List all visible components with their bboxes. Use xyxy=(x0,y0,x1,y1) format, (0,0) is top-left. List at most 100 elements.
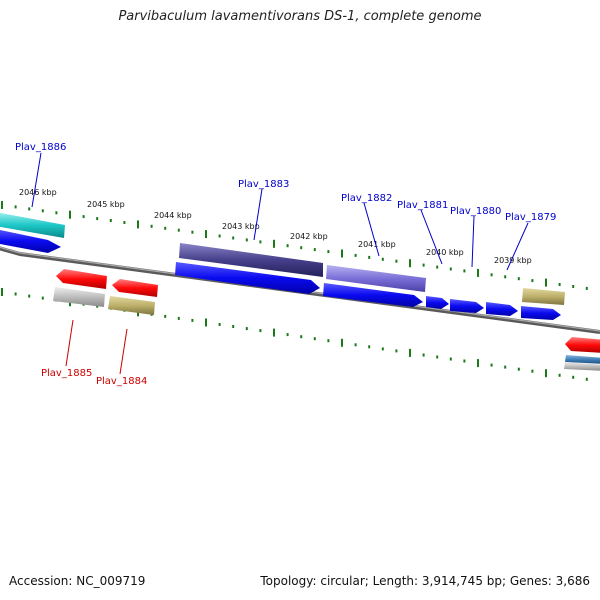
kbp-label-2043: 2043 kbp xyxy=(222,222,260,231)
gene-track-lower xyxy=(53,269,600,371)
lower-tick xyxy=(205,318,207,327)
leader-plav-1883 xyxy=(253,188,263,241)
upper-tick xyxy=(137,220,139,229)
upper-tick xyxy=(164,226,167,230)
gene-plav-1884-body[interactable] xyxy=(108,296,155,315)
gene-olive-right[interactable] xyxy=(522,288,565,305)
lower-tick xyxy=(422,353,425,357)
gene-red-right[interactable] xyxy=(565,337,600,353)
leader-plav-1884 xyxy=(119,328,128,375)
gene-blue-long[interactable] xyxy=(175,262,320,294)
lower-tick xyxy=(191,318,194,322)
lower-tick xyxy=(368,345,371,349)
gene-plav-1886-body[interactable] xyxy=(0,212,65,238)
upper-tick xyxy=(232,236,235,240)
lower-tick xyxy=(1,288,3,296)
upper-tick xyxy=(449,267,452,271)
upper-tick-row xyxy=(1,201,588,290)
kbp-label-2039: 2039 kbp xyxy=(494,256,532,265)
upper-tick xyxy=(96,217,99,221)
upper-tick xyxy=(504,275,507,279)
lower-tick xyxy=(41,296,44,300)
gene-label-plav-1879[interactable]: Plav_1879 xyxy=(505,212,556,223)
lower-tick xyxy=(164,314,167,318)
leader-plav-1880 xyxy=(471,215,475,268)
lower-tick xyxy=(504,365,507,369)
gene-label-plav-1885[interactable]: Plav_1885 xyxy=(41,368,92,379)
leader-plav-1882 xyxy=(363,202,380,257)
lower-tick xyxy=(232,325,235,328)
gene-red-2[interactable] xyxy=(112,279,158,297)
gene-blue-left[interactable] xyxy=(0,229,61,253)
gene-blue-5[interactable] xyxy=(486,302,518,316)
leader-lines xyxy=(31,152,529,375)
kbp-label-2040: 2040 kbp xyxy=(426,248,464,257)
gene-label-plav-1880[interactable]: Plav_1880 xyxy=(450,206,501,217)
upper-tick xyxy=(436,265,439,269)
upper-tick xyxy=(341,249,343,258)
gene-labels: Plav_1886 Plav_1883 Plav_1882 Plav_1881 … xyxy=(15,142,556,387)
upper-tick xyxy=(422,263,425,267)
lower-tick xyxy=(177,316,180,320)
upper-tick xyxy=(300,246,303,250)
gene-plav-1882-body[interactable] xyxy=(326,265,426,292)
gene-track-middle xyxy=(0,229,561,320)
upper-tick xyxy=(191,230,194,234)
gene-plav-1885-body[interactable] xyxy=(53,287,105,307)
gene-label-plav-1881[interactable]: Plav_1881 xyxy=(397,200,448,211)
upper-tick xyxy=(463,269,466,273)
gene-label-plav-1886[interactable]: Plav_1886 xyxy=(15,142,66,153)
lower-tick xyxy=(531,369,534,373)
lower-tick xyxy=(354,343,357,347)
lower-tick xyxy=(28,294,31,298)
lower-tick xyxy=(300,335,303,339)
gene-plav-1883-body[interactable] xyxy=(179,243,323,277)
upper-tick xyxy=(123,221,126,224)
upper-tick xyxy=(109,219,112,222)
gene-red-1[interactable] xyxy=(56,269,107,289)
upper-tick xyxy=(14,205,17,209)
lower-tick xyxy=(490,363,493,367)
leader-plav-1886 xyxy=(31,152,42,208)
upper-tick xyxy=(368,255,371,259)
lower-tick xyxy=(449,357,452,361)
genome-title: Parvibaculum lavamentivorans DS-1, compl… xyxy=(118,9,482,24)
upper-tick xyxy=(205,230,207,239)
lower-tick xyxy=(463,359,466,363)
upper-tick xyxy=(409,259,411,268)
upper-tick xyxy=(572,285,575,288)
gene-label-plav-1882[interactable]: Plav_1882 xyxy=(341,193,392,204)
gene-label-plav-1884[interactable]: Plav_1884 xyxy=(96,376,147,387)
lower-tick xyxy=(327,339,330,343)
lower-tick xyxy=(245,327,248,331)
gene-gray-right[interactable] xyxy=(564,362,600,371)
upper-tick xyxy=(245,238,248,242)
topology-text: Topology: circular; Length: 3,914,745 bp… xyxy=(260,574,590,588)
lower-tick xyxy=(558,373,561,377)
lower-tick xyxy=(273,328,275,337)
upper-tick xyxy=(531,279,534,283)
gene-label-plav-1883[interactable]: Plav_1883 xyxy=(238,179,289,190)
upper-tick xyxy=(28,207,31,211)
gene-blue-4[interactable] xyxy=(450,299,484,313)
lower-tick xyxy=(477,359,479,368)
upper-tick xyxy=(585,286,588,290)
upper-tick xyxy=(286,244,289,248)
gene-blue-2[interactable] xyxy=(323,283,423,307)
gene-blue-6[interactable] xyxy=(521,306,561,320)
upper-tick xyxy=(177,228,180,232)
lower-tick xyxy=(572,375,575,379)
gene-steel-right[interactable] xyxy=(565,355,600,364)
leader-plav-1881 xyxy=(420,209,443,265)
lower-tick xyxy=(313,337,316,341)
lower-tick xyxy=(395,349,398,353)
leader-plav-1879 xyxy=(506,222,529,271)
upper-tick xyxy=(82,215,85,219)
kbp-label-2042: 2042 kbp xyxy=(290,232,328,241)
lower-tick xyxy=(14,292,17,296)
gene-blue-3[interactable] xyxy=(426,296,449,309)
upper-tick xyxy=(354,253,357,257)
upper-tick xyxy=(517,277,520,281)
lower-tick xyxy=(409,348,411,357)
